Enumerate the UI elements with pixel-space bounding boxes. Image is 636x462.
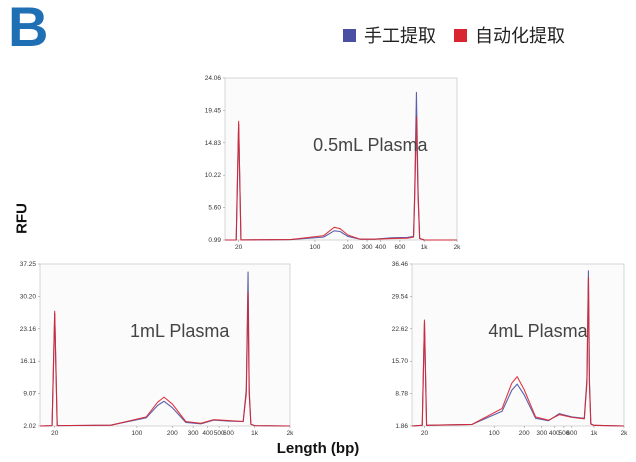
x-tick-label: 20 — [421, 430, 429, 437]
series-line-automated — [39, 292, 291, 427]
x-tick-label: 100 — [489, 430, 500, 437]
x-tick-label: 200 — [167, 430, 178, 437]
y-tick-label: 1.86 — [395, 423, 408, 430]
x-tick-label: 200 — [519, 430, 530, 437]
chart-0-5ml-plasma: 0.99 5.60 10.22 14.83 19.45 24.06 20 100 200 300 4… — [205, 75, 462, 251]
x-tick-label: 20 — [51, 430, 59, 437]
legend-label-automated: 自动化提取 — [475, 26, 565, 47]
x-tick-label: 2k — [621, 430, 629, 437]
y-tick-label: 19.45 — [205, 107, 222, 114]
series-line-automated — [224, 116, 458, 241]
x-tick-label: 400 — [549, 430, 560, 437]
plot-frame — [411, 263, 625, 427]
y-tick-label: 5.60 — [208, 205, 221, 212]
x-tick-label: 500 — [214, 430, 225, 437]
x-axis-title: Length (bp) — [276, 440, 360, 457]
x-tick-label: 600 — [223, 430, 234, 437]
y-tick-label: 23.16 — [20, 326, 37, 333]
plot-title: 1mL Plasma — [130, 321, 230, 341]
y-tick-label: 16.11 — [20, 358, 36, 365]
x-tick-label: 2k — [287, 430, 295, 437]
x-tick-label: 500 — [559, 430, 570, 437]
legend-swatch-automated — [454, 28, 467, 42]
y-tick-label: 15.70 — [392, 358, 409, 365]
legend: 手工提取 自动化提取 — [343, 22, 565, 48]
plot-title: 0.5mL Plasma — [313, 135, 428, 155]
y-tick-label: 29.54 — [392, 293, 409, 300]
y-tick-label: 10.22 — [205, 172, 222, 179]
y-tick-label: 36.46 — [392, 261, 409, 268]
series-line-automated — [411, 277, 625, 427]
x-tick-label: 100 — [310, 244, 321, 251]
y-tick-label: 30.20 — [20, 293, 37, 300]
x-tick-label: 1k — [591, 430, 599, 437]
x-tick-label: 1k — [251, 430, 259, 437]
legend-swatch-manual — [343, 28, 356, 42]
x-tick-label: 20 — [235, 244, 243, 251]
x-tick-label: 100 — [132, 430, 143, 437]
x-tick-label: 1k — [421, 244, 429, 251]
y-tick-label: 9.07 — [23, 391, 36, 398]
y-tick-label: 8.78 — [395, 391, 408, 398]
legend-label-manual: 手工提取 — [364, 26, 436, 47]
x-tick-label: 300 — [536, 430, 547, 437]
y-tick-label: 22.62 — [392, 326, 409, 333]
x-tick-label: 400 — [202, 430, 213, 437]
legend-item-manual: 手工提取 — [343, 22, 436, 48]
y-tick-label: 14.83 — [205, 140, 222, 147]
x-tick-label: 300 — [188, 430, 199, 437]
x-tick-label: 300 — [362, 244, 373, 251]
chart-1ml-plasma: 2.02 9.07 16.11 23.16 30.20 37.25 20 100 200 300 4… — [20, 261, 295, 437]
x-tick-label: 600 — [394, 244, 405, 251]
y-tick-label: 24.06 — [205, 75, 222, 82]
y-tick-label: 2.02 — [23, 423, 36, 430]
x-tick-label: 600 — [566, 430, 577, 437]
plot-frame — [224, 77, 458, 241]
x-tick-label: 400 — [375, 244, 386, 251]
y-tick-label: 37.25 — [20, 261, 37, 268]
y-tick-label: 0.99 — [208, 237, 221, 244]
panel-letter: B — [8, 0, 49, 58]
x-tick-label: 2k — [454, 244, 462, 251]
x-tick-label: 200 — [342, 244, 353, 251]
legend-item-automated: 自动化提取 — [454, 22, 565, 48]
plot-title: 4mL Plasma — [488, 321, 588, 341]
y-axis-title: RFU — [13, 203, 31, 234]
